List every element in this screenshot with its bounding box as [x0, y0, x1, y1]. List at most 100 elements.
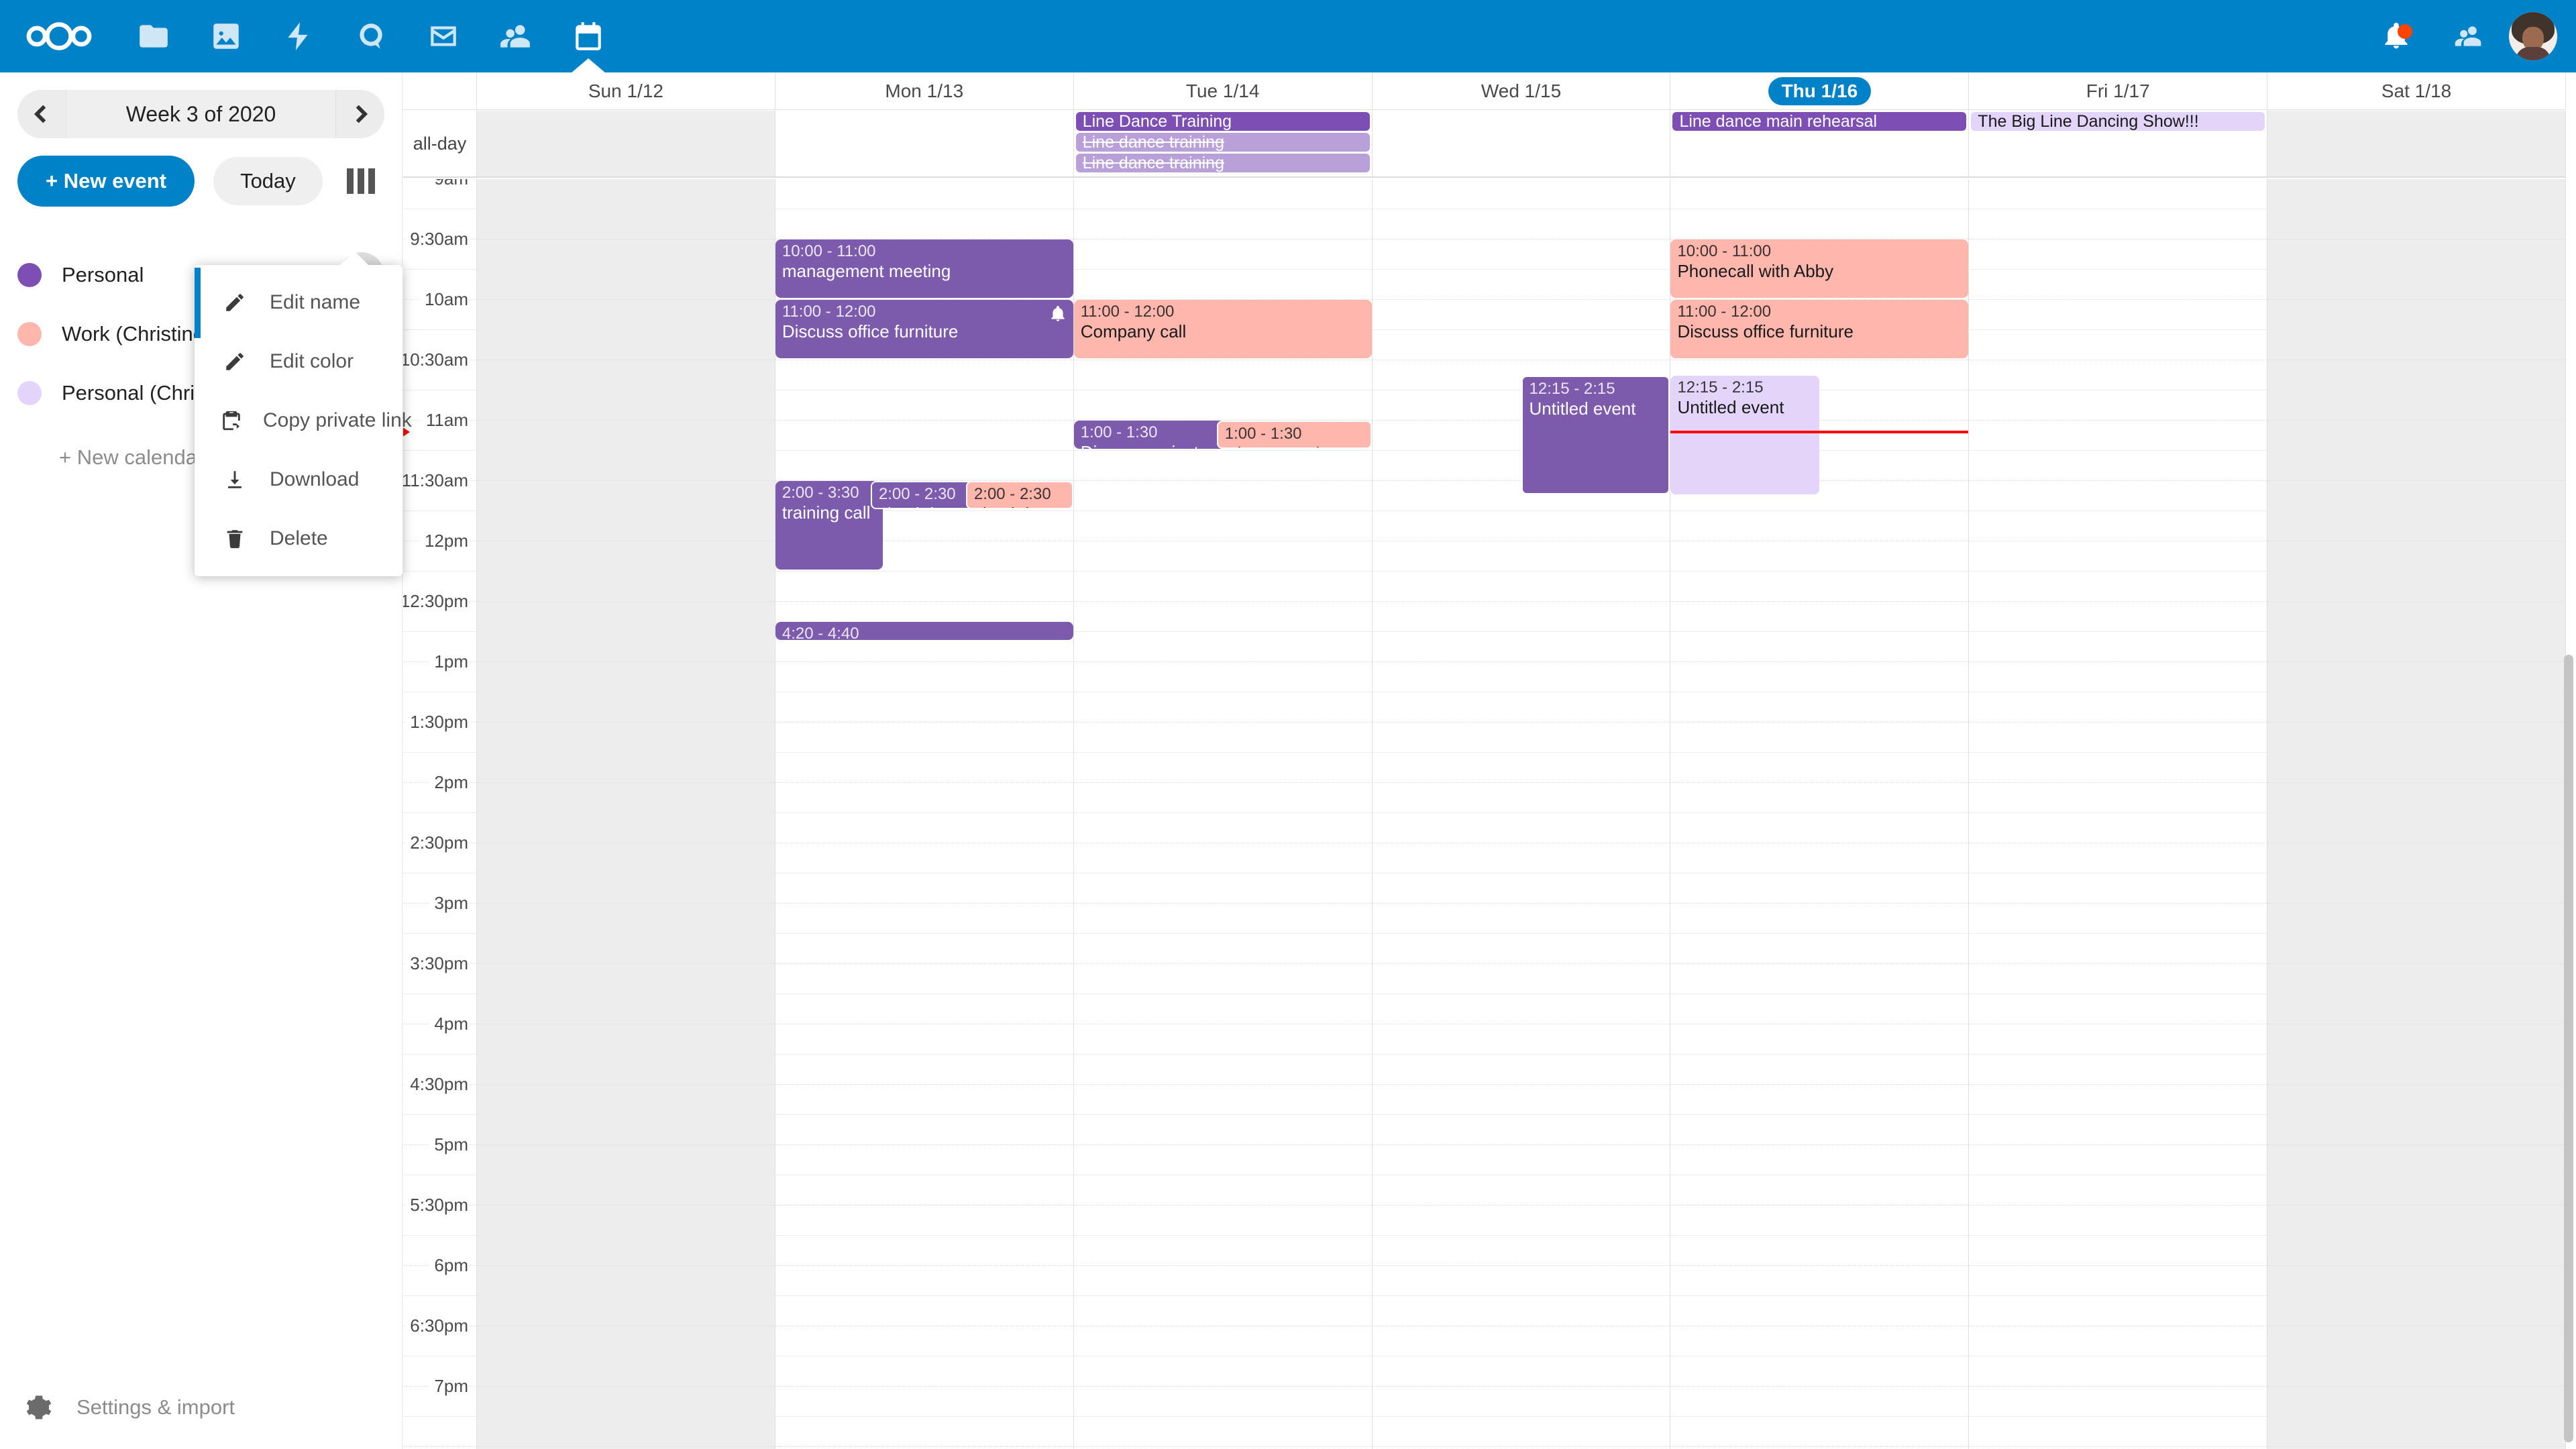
new-event-button[interactable]: + New event	[17, 156, 195, 207]
grid-slot[interactable]	[1969, 1145, 2267, 1175]
grid-slot[interactable]	[1372, 1055, 1670, 1085]
grid-slot[interactable]	[1372, 1236, 1670, 1266]
grid-slot[interactable]	[1372, 873, 1670, 904]
grid-slot[interactable]	[2267, 1387, 2566, 1417]
grid-slot[interactable]	[775, 330, 1073, 360]
grid-slot[interactable]	[2267, 481, 2566, 511]
grid-slot[interactable]	[1969, 1417, 2267, 1447]
grid-slot[interactable]	[775, 1417, 1073, 1447]
calendar-event[interactable]: 11:00 - 12:00 Company call	[1073, 300, 1372, 358]
grid-slot[interactable]	[1969, 179, 2267, 209]
grid-slot[interactable]	[1969, 632, 2267, 662]
grid-slot[interactable]	[1670, 541, 1969, 572]
grid-slot[interactable]	[1670, 270, 1969, 300]
calendar-event[interactable]: 10:00 - 11:00 management meeting	[775, 239, 1073, 298]
grid-slot[interactable]	[1670, 1326, 1969, 1356]
grid-slot[interactable]	[1073, 1205, 1372, 1236]
grid-slot[interactable]	[775, 481, 1073, 511]
grid-slot[interactable]	[1969, 753, 2267, 783]
grid-slot[interactable]	[1969, 934, 2267, 964]
grid-slot[interactable]	[1073, 1266, 1372, 1296]
new-calendar-button[interactable]: + New calendar	[59, 445, 205, 469]
grid-slot[interactable]	[1969, 1024, 2267, 1055]
grid-slot[interactable]	[1670, 511, 1969, 541]
grid-slot[interactable]	[2267, 209, 2566, 239]
grid-slot[interactable]	[1969, 451, 2267, 481]
grid-slot[interactable]	[1073, 904, 1372, 934]
grid-slot[interactable]	[477, 209, 775, 239]
grid-slot[interactable]	[477, 239, 775, 270]
grid-slot[interactable]	[2267, 1236, 2566, 1266]
grid-slot[interactable]	[2267, 994, 2566, 1024]
grid-slot[interactable]	[1670, 1145, 1969, 1175]
grid-slot[interactable]	[775, 964, 1073, 994]
nav-app-calendar[interactable]	[552, 0, 625, 73]
day-header-3[interactable]: Wed 1/15	[1373, 72, 1671, 109]
grid-slot[interactable]	[1969, 572, 2267, 602]
grid-slot[interactable]	[1670, 1236, 1969, 1266]
grid-slot[interactable]	[1372, 994, 1670, 1024]
grid-slot[interactable]	[775, 541, 1073, 572]
grid-slot[interactable]	[1073, 209, 1372, 239]
grid-slot[interactable]	[1670, 904, 1969, 934]
grid-slot[interactable]	[2267, 300, 2566, 330]
grid-slot[interactable]	[477, 541, 775, 572]
grid-slot[interactable]	[1670, 843, 1969, 873]
grid-slot[interactable]	[2267, 239, 2566, 270]
grid-slot[interactable]	[1073, 511, 1372, 541]
grid-slot[interactable]	[1969, 1175, 2267, 1205]
all-day-cell-6[interactable]	[2267, 111, 2567, 176]
grid-slot[interactable]	[1073, 1236, 1372, 1266]
grid-slot[interactable]	[1372, 330, 1670, 360]
day-column-0[interactable]	[477, 179, 775, 1449]
grid-slot[interactable]	[477, 1205, 775, 1236]
all-day-cell-3[interactable]	[1373, 111, 1671, 176]
grid-slot[interactable]	[1969, 209, 2267, 239]
grid-slot[interactable]	[1969, 1296, 2267, 1326]
grid-slot[interactable]	[775, 1115, 1073, 1145]
calendar-event[interactable]: 4:20 - 4:40purchasing dept conversation	[775, 621, 1073, 641]
grid-slot[interactable]	[775, 1055, 1073, 1085]
grid-slot[interactable]	[1372, 1205, 1670, 1236]
settings-and-import-button[interactable]: Settings & import	[0, 1381, 402, 1434]
time-grid-scroll[interactable]: 9am 9:30am 10am 10:30am 11am 11:30am 12pm 12:30…	[403, 179, 2576, 1449]
grid-slot[interactable]	[1073, 541, 1372, 572]
grid-slot[interactable]	[1969, 1085, 2267, 1115]
grid-slot[interactable]	[1073, 722, 1372, 753]
grid-slot[interactable]	[477, 1356, 775, 1387]
calendar-color-dot[interactable]	[17, 263, 42, 287]
calendar-event[interactable]: 1:00 - 1:30Discuss project announcement	[1073, 421, 1229, 449]
grid-slot[interactable]	[1073, 330, 1372, 360]
calendar-color-dot[interactable]	[17, 322, 42, 346]
day-header-6[interactable]: Sat 1/18	[2267, 72, 2567, 109]
grid-slot[interactable]	[775, 360, 1073, 390]
grid-slot[interactable]	[2267, 602, 2566, 632]
grid-slot[interactable]	[1969, 239, 2267, 270]
grid-slot[interactable]	[477, 1115, 775, 1145]
grid-slot[interactable]	[2267, 1055, 2566, 1085]
calendar-event[interactable]: 11:00 - 12:00 Discuss office furniture	[775, 300, 1073, 358]
grid-slot[interactable]	[1670, 360, 1969, 390]
grid-slot[interactable]	[1969, 602, 2267, 632]
grid-slot[interactable]	[1372, 692, 1670, 722]
context-menu-item-edit-color[interactable]: Edit color	[195, 332, 402, 391]
grid-slot[interactable]	[775, 209, 1073, 239]
grid-slot[interactable]	[2267, 873, 2566, 904]
grid-slot[interactable]	[2267, 1417, 2566, 1447]
grid-slot[interactable]	[1372, 481, 1670, 511]
grid-slot[interactable]	[477, 572, 775, 602]
all-day-cell-0[interactable]	[477, 111, 775, 176]
grid-slot[interactable]	[1969, 300, 2267, 330]
grid-slot[interactable]	[477, 451, 775, 481]
all-day-event[interactable]: Line dance main rehearsal	[1672, 112, 1967, 131]
grid-slot[interactable]	[1073, 964, 1372, 994]
grid-slot[interactable]	[1670, 1417, 1969, 1447]
grid-slot[interactable]	[1670, 934, 1969, 964]
grid-slot[interactable]	[775, 1356, 1073, 1387]
day-header-0[interactable]: Sun 1/12	[477, 72, 775, 109]
grid-slot[interactable]	[775, 722, 1073, 753]
prev-week-button[interactable]	[17, 90, 66, 138]
grid-slot[interactable]	[1969, 360, 2267, 390]
grid-slot[interactable]	[1969, 964, 2267, 994]
